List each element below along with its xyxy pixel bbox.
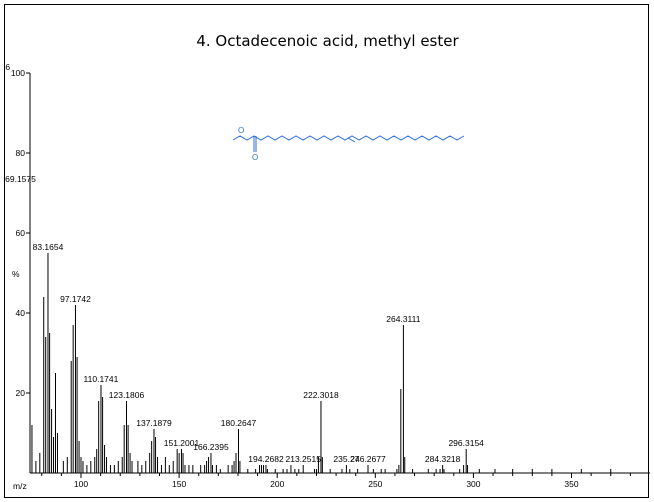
x-tick-label: 150 [172,479,186,489]
spectrum-peaks [29,253,612,473]
peak-label: 180.2647 [221,418,257,428]
peak-label: 97.1742 [60,294,91,304]
peak-label: 246.2677 [350,454,386,464]
peak-label: 56.0546 [5,62,10,72]
peak-label: 235.27 [333,454,359,464]
peak-label: 284.3218 [425,454,461,464]
peak-label: 123.1806 [109,390,145,400]
x-tick-label: 300 [466,479,480,489]
peak-labels: 56.0546 69.1575 83.1654 97.1742 110.1741 123.… [5,62,484,464]
y-tick-label: 20 [16,388,26,398]
y-tick-label: 40 [16,308,26,318]
molecule-oxygen-label: O [252,153,258,162]
x-tick-label: 350 [564,479,578,489]
y-tick-label: 60 [16,228,26,238]
molecule-structure-image: O O [232,126,465,162]
y-tick-label: 100 [11,68,25,78]
x-axis-ticks: 100 150 200 250 300 350 [41,473,631,489]
peak-label: 83.1654 [33,242,64,252]
peak-label: 213.2515 [285,454,321,464]
peak-label: 137.1879 [136,418,172,428]
peak-label: 264.3111 [386,314,420,324]
chart-title: 4. Octadecenoic acid, methyl ester [196,32,459,50]
peak-label: 151.2001 [164,438,200,448]
molecule-double-bond [347,137,356,143]
x-tick-label: 100 [74,479,88,489]
chart-frame: 4. Octadecenoic acid, methyl ester O O 2… [4,4,650,498]
peak-label: 69.1575 [5,174,36,184]
peak-label: 222.3018 [303,390,339,400]
x-axis-label: m/z [13,481,27,491]
spectrum-chart: O O 20 40 60 80 100 100 150 200 250 300 350 56.05… [5,62,650,491]
peak-label: 110.1741 [84,374,119,384]
molecule-oxygen-label-2: O [238,126,244,135]
x-tick-label: 250 [368,479,382,489]
y-tick-label: 80 [16,148,26,158]
y-axis-ticks: 20 40 60 80 100 [11,68,30,398]
peak-label: 296.3154 [448,438,484,448]
x-tick-label: 200 [270,479,284,489]
y-axis-label: % [12,269,20,279]
peak-label: 166.2395 [193,442,229,452]
peak-label: 194.2682 [248,454,284,464]
